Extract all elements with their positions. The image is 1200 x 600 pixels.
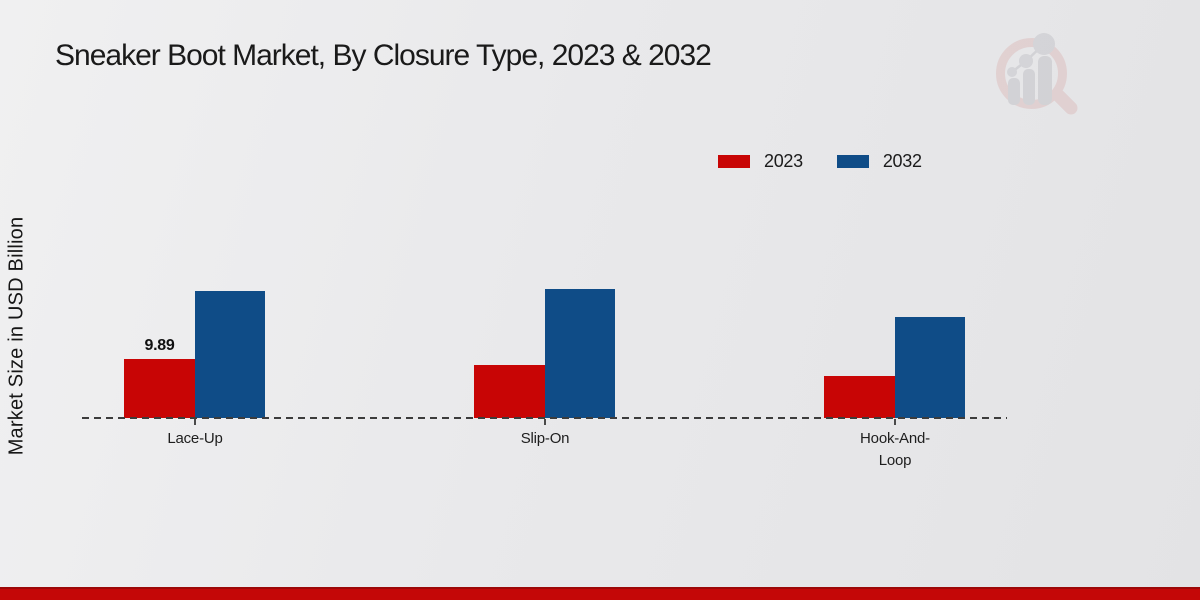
legend-label-2023: 2023	[764, 151, 803, 171]
x-axis-tick	[894, 419, 896, 425]
bar-2032-slip-on	[545, 289, 615, 418]
x-axis-tick	[544, 419, 546, 425]
legend-swatch-2032	[836, 155, 869, 168]
legend: 2023 2032	[718, 151, 922, 172]
x-axis-category-label: Slip-On	[520, 430, 570, 447]
x-axis-category-label: Hook-And-Loop	[860, 430, 930, 469]
market-research-logo-watermark	[996, 33, 1078, 115]
legend-label-2032: 2032	[882, 151, 922, 171]
chart-title: Sneaker Boot Market, By Closure Type, 20…	[55, 39, 712, 72]
footer-red-strip	[0, 587, 1200, 600]
bar-2023-lace-up	[124, 359, 195, 418]
bar-value-label: 9.89	[144, 337, 175, 354]
legend-swatch-2023	[718, 155, 750, 168]
legend-item-2032: 2032	[836, 151, 922, 172]
x-axis-category-label: Lace-Up	[167, 430, 223, 447]
bar-2023-hook-and-loop	[824, 376, 895, 418]
bar-2032-hook-and-loop	[895, 317, 965, 418]
bar-2032-lace-up	[195, 291, 265, 418]
x-axis-dashed-baseline	[82, 417, 1007, 419]
x-axis-tick	[194, 419, 196, 425]
bar-2023-slip-on	[474, 365, 545, 418]
legend-item-2023: 2023	[718, 151, 803, 172]
